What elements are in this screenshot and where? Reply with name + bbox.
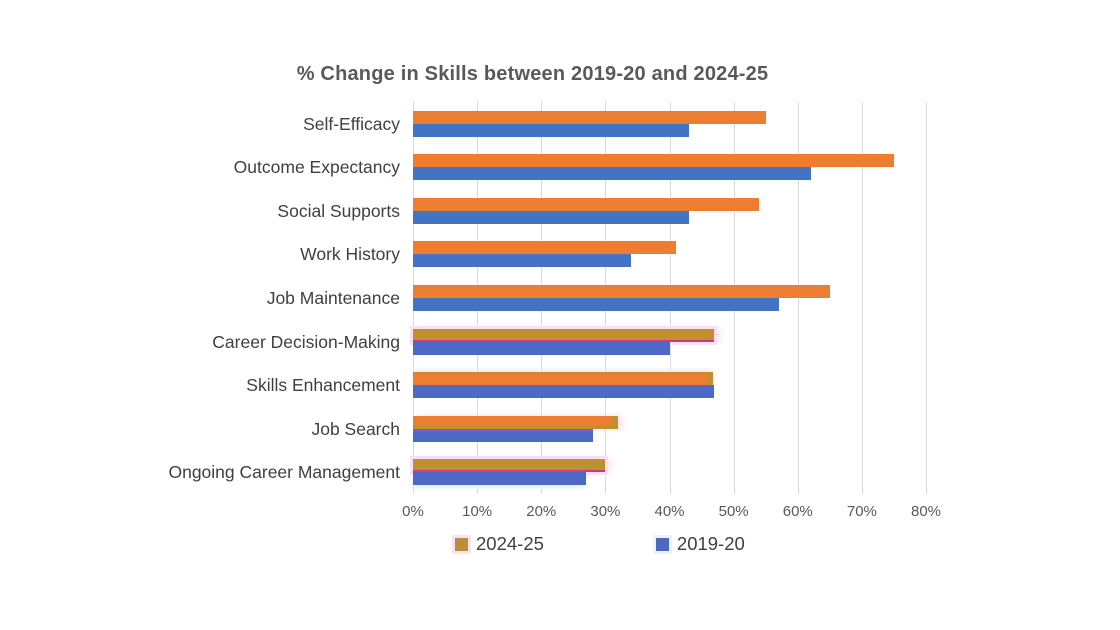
bar-2024-25 [413, 415, 618, 429]
bar-2019-20 [413, 210, 689, 224]
bar-2019-20 [413, 472, 587, 486]
x-axis-tick: 60% [782, 503, 813, 520]
bar-2024-25 [413, 285, 830, 299]
legend-item: 2024-25 [455, 533, 544, 555]
x-axis-tick: 30% [590, 503, 621, 520]
category-label: Career Decision-Making [212, 331, 400, 352]
bar-2019-20 [413, 298, 779, 312]
x-axis-tick: 50% [718, 503, 749, 520]
legend: 2024-25 2019-20 [455, 533, 745, 555]
x-axis-tick: 70% [846, 503, 877, 520]
chart-title: % Change in Skills between 2019-20 and 2… [296, 63, 769, 85]
bar-2024-25-orange-fill [413, 415, 612, 425]
x-axis-tick: 10% [462, 503, 493, 520]
category-label: Self-Efficacy [303, 113, 400, 134]
category-label: Skills Enhancement [246, 375, 400, 396]
bar-2019-20 [413, 341, 670, 355]
gridline [861, 102, 863, 494]
legend-label: 2019-20 [676, 533, 745, 554]
bar-2024-25 [413, 372, 713, 386]
legend-item: 2019-20 [655, 533, 745, 555]
bar-2024-25 [413, 154, 894, 168]
bar-2019-20 [413, 428, 593, 442]
category-label: Job Search [311, 418, 400, 439]
legend-label: 2024-25 [476, 533, 544, 554]
bar-2019-20 [413, 167, 811, 181]
plot-area [413, 102, 929, 494]
bar-2024-25 [413, 459, 606, 473]
category-label: Job Maintenance [266, 288, 400, 309]
x-axis-tick: 20% [526, 503, 557, 520]
category-label: Work History [300, 244, 400, 265]
bar-2024-25 [413, 241, 676, 255]
bar-2024-25-orange-fill [413, 374, 708, 386]
bar-2019-20 [413, 385, 715, 399]
x-axis-tick: 40% [654, 503, 685, 520]
legend-swatch [455, 537, 468, 551]
category-label: Ongoing Career Management [168, 462, 400, 483]
category-label: Social Supports [277, 200, 400, 221]
x-axis-tick: 0% [402, 503, 424, 520]
bar-2024-25 [413, 328, 715, 342]
bar-2019-20 [413, 254, 632, 268]
bar-2024-25 [413, 110, 766, 124]
category-label: Outcome Expectancy [233, 157, 400, 178]
legend-swatch [655, 537, 669, 551]
bar-2024-25 [413, 197, 760, 211]
gridline [926, 102, 927, 494]
x-axis-tick: 80% [910, 503, 942, 520]
bar-2019-20 [413, 123, 689, 137]
